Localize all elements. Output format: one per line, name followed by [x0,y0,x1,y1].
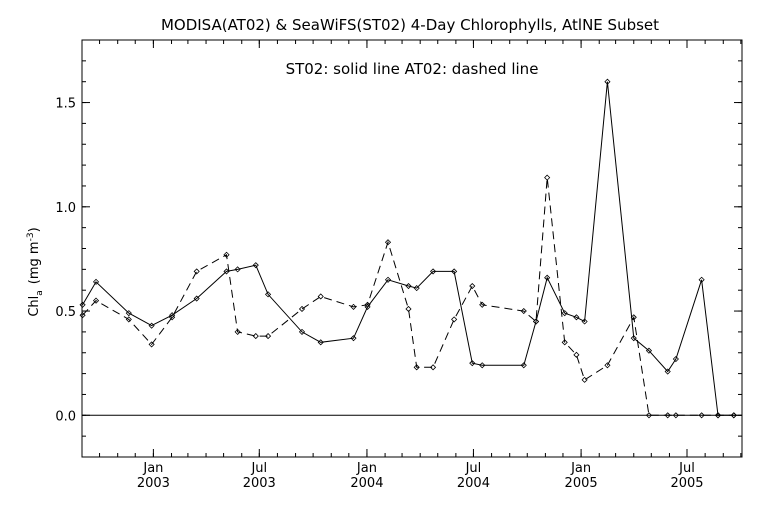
data-point-dashed-16 [413,364,420,371]
data-point-solid-20 [479,362,486,369]
x-tick-month-3: Jul [465,461,482,476]
x-tick-year-3: 2004 [457,476,490,491]
data-point-dashed-32 [698,412,705,419]
series-layer [79,78,737,419]
y-tick-label-2: 1.0 [55,201,76,216]
data-point-solid-2 [125,310,132,317]
y-tick-label-3: 1.5 [55,97,76,112]
data-point-dashed-3 [148,341,155,348]
data-point-dashed-31 [672,412,679,419]
x-tick-month-1: Jul [250,461,267,476]
x-tick-year-5: 2005 [670,476,703,491]
data-point-solid-29 [645,347,653,354]
x-tick-year-0: 2003 [137,476,170,491]
x-tick-year-2: 2004 [350,476,383,491]
x-axis: Jan2003Jul2003Jan2004Jul2004Jan2005Jul20… [99,40,742,491]
data-point-solid-10 [298,328,306,335]
data-point-dashed-26 [581,376,588,383]
data-point-dashed-0 [79,312,86,319]
data-point-solid-0 [79,301,86,308]
series-line-solid [82,81,734,416]
y-tick-label-1: 0.5 [55,305,76,320]
data-point-dashed-9 [264,333,272,340]
data-point-dashed-17 [429,364,437,371]
data-point-solid-1 [92,278,100,285]
data-point-solid-18 [451,268,458,275]
data-point-dashed-18 [451,316,458,323]
data-point-solid-3 [148,322,155,329]
data-point-dashed-2 [125,316,132,323]
data-point-dashed-11 [317,293,324,300]
data-point-solid-14 [384,276,392,283]
data-point-dashed-27 [604,362,611,369]
series-line-dashed [82,177,734,416]
data-point-solid-6 [223,268,230,275]
data-point-dashed-1 [92,297,100,304]
data-point-dashed-21 [520,307,527,315]
data-point-dashed-12 [350,303,357,310]
data-point-dashed-29 [645,412,653,419]
x-tick-month-5: Jul [678,461,695,476]
data-point-solid-7 [234,266,241,273]
y-axis-label-main: Chl [27,296,42,317]
data-point-dashed-14 [384,239,392,246]
data-point-solid-9 [264,291,272,298]
data-point-solid-16 [413,285,420,292]
data-point-solid-25 [573,314,580,321]
data-point-solid-24 [561,310,568,317]
data-point-solid-19 [469,360,476,367]
data-point-dashed-13 [364,301,371,308]
plot-frame [81,39,743,458]
data-point-dashed-8 [252,333,259,340]
x-tick-year-1: 2003 [243,476,276,491]
data-point-dashed-25 [573,351,580,358]
data-point-dashed-20 [479,301,486,308]
chart-title: MODISA(AT02) & SeaWiFS(ST02) 4-Day Chlor… [161,16,659,34]
x-tick-month-4: Jan [570,461,591,476]
data-point-solid-23 [544,274,551,281]
data-point-dashed-6 [223,251,230,258]
x-tick-month-0: Jan [142,461,163,476]
data-point-dashed-19 [469,282,476,290]
data-point-solid-28 [630,335,637,342]
y-axis-label: Chla (mg m-3) [26,227,45,316]
x-tick-month-2: Jan [356,461,377,476]
data-point-solid-15 [405,282,412,290]
y-axis-label-unit-open: (mg m [27,241,42,284]
data-point-dashed-33 [714,412,722,419]
data-point-solid-17 [429,268,437,275]
legend-annotation: ST02: solid line AT02: dashed line [286,60,539,78]
y-axis-label-unit-close: ) [27,227,42,232]
data-point-dashed-23 [544,174,551,181]
y-axis: 0.0 0.5 1.0 1.5 [55,39,742,458]
data-point-solid-31 [672,355,679,363]
y-tick-label-0: 0.0 [55,409,76,424]
data-point-dashed-22 [532,318,540,325]
data-point-solid-12 [350,335,357,342]
data-point-dashed-5 [193,268,200,275]
data-point-solid-26 [581,318,588,325]
data-point-dashed-28 [630,314,637,321]
y-axis-label-sub: a [35,290,45,296]
data-point-solid-21 [520,362,527,369]
data-point-solid-11 [317,339,324,346]
data-point-solid-30 [664,368,671,375]
data-point-dashed-30 [664,412,671,419]
data-point-solid-8 [252,262,259,269]
y-axis-label-unit-exp: -3 [26,232,36,241]
data-point-dashed-4 [169,314,176,321]
data-point-dashed-10 [298,305,306,313]
data-point-solid-5 [193,295,200,302]
data-point-dashed-24 [561,339,568,346]
data-point-solid-4 [169,312,176,319]
data-point-solid-27 [604,78,611,85]
data-point-solid-32 [698,276,705,283]
data-point-dashed-34 [730,412,737,419]
data-point-dashed-15 [405,305,412,313]
data-point-dashed-7 [234,328,241,335]
x-tick-year-4: 2005 [565,476,598,491]
